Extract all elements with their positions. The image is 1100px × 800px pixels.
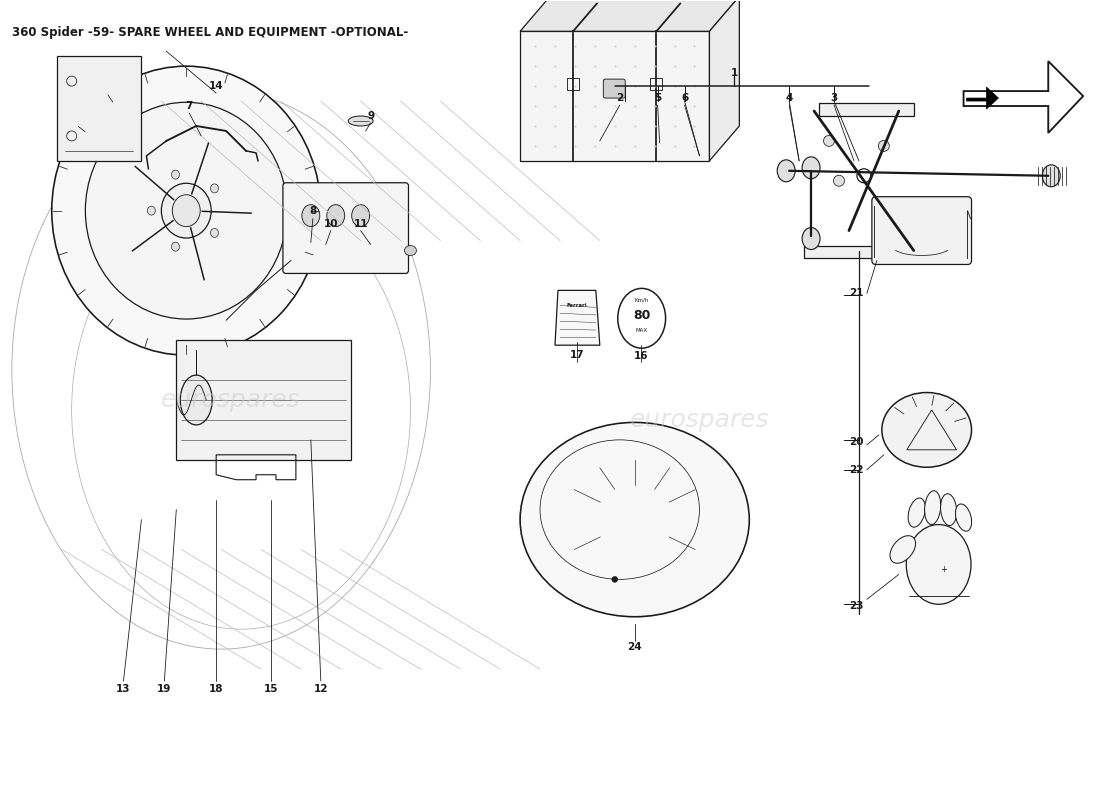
Ellipse shape (824, 135, 835, 146)
Polygon shape (520, 0, 739, 31)
Text: 360 Spider -59- SPARE WHEEL AND EQUIPMENT -OPTIONAL-: 360 Spider -59- SPARE WHEEL AND EQUIPMEN… (12, 26, 408, 39)
Text: 20: 20 (849, 437, 864, 447)
Ellipse shape (612, 576, 618, 582)
Ellipse shape (405, 246, 417, 255)
Ellipse shape (147, 206, 155, 215)
Bar (176, 340, 351, 460)
Ellipse shape (86, 102, 287, 319)
Bar (568, 78, 579, 90)
Ellipse shape (172, 170, 179, 179)
Polygon shape (710, 0, 739, 161)
Ellipse shape (1043, 165, 1060, 186)
Polygon shape (556, 290, 600, 345)
Text: +: + (940, 565, 947, 574)
Bar (650, 78, 662, 90)
Ellipse shape (162, 183, 211, 238)
Ellipse shape (180, 375, 212, 425)
Polygon shape (804, 246, 924, 258)
Text: 22: 22 (849, 465, 864, 474)
Text: 16: 16 (634, 351, 648, 361)
FancyBboxPatch shape (283, 182, 408, 274)
Bar (57, 56, 142, 161)
Ellipse shape (618, 288, 666, 348)
Polygon shape (820, 103, 914, 116)
Ellipse shape (883, 215, 894, 226)
Polygon shape (964, 61, 1084, 133)
Text: Ferrari: Ferrari (566, 303, 587, 308)
Text: 14: 14 (209, 81, 223, 91)
Text: 21: 21 (849, 288, 864, 298)
Text: 8: 8 (309, 206, 317, 216)
FancyBboxPatch shape (603, 79, 625, 98)
Text: 4: 4 (785, 93, 793, 103)
Ellipse shape (352, 205, 370, 226)
Ellipse shape (940, 494, 957, 526)
Text: Km/h: Km/h (635, 298, 649, 303)
Text: 15: 15 (264, 684, 278, 694)
Ellipse shape (834, 175, 845, 186)
Ellipse shape (520, 422, 749, 617)
Text: 2: 2 (616, 93, 624, 103)
Ellipse shape (173, 194, 200, 226)
Ellipse shape (327, 205, 344, 226)
Polygon shape (967, 87, 999, 109)
FancyBboxPatch shape (872, 197, 971, 265)
Ellipse shape (925, 490, 940, 525)
Text: 10: 10 (323, 218, 338, 229)
Ellipse shape (210, 184, 219, 193)
Ellipse shape (52, 66, 321, 355)
Text: 11: 11 (353, 218, 367, 229)
Text: 7: 7 (186, 101, 192, 111)
Ellipse shape (857, 169, 871, 182)
Ellipse shape (172, 242, 179, 251)
Text: 6: 6 (681, 93, 689, 103)
Text: 80: 80 (632, 309, 650, 322)
Text: eurospares: eurospares (162, 388, 301, 412)
Text: 5: 5 (654, 93, 661, 103)
Ellipse shape (909, 498, 925, 527)
Text: 12: 12 (314, 684, 328, 694)
Ellipse shape (882, 393, 971, 467)
Text: 24: 24 (627, 642, 642, 652)
Ellipse shape (802, 228, 821, 250)
Ellipse shape (301, 205, 320, 226)
Ellipse shape (890, 536, 915, 563)
Ellipse shape (349, 116, 373, 126)
Text: 19: 19 (157, 684, 172, 694)
Text: 3: 3 (830, 93, 837, 103)
Ellipse shape (210, 229, 219, 238)
Ellipse shape (956, 504, 971, 531)
Polygon shape (520, 31, 710, 161)
Text: 9: 9 (367, 111, 374, 121)
Text: 1: 1 (730, 68, 738, 78)
Text: 23: 23 (849, 602, 864, 611)
Ellipse shape (802, 157, 821, 178)
Ellipse shape (778, 160, 795, 182)
Text: MAX: MAX (636, 328, 648, 333)
Ellipse shape (879, 141, 889, 151)
Text: 13: 13 (117, 684, 131, 694)
Text: 18: 18 (209, 684, 223, 694)
Text: eurospares: eurospares (629, 408, 769, 432)
Ellipse shape (906, 525, 971, 604)
Text: 17: 17 (570, 350, 584, 360)
